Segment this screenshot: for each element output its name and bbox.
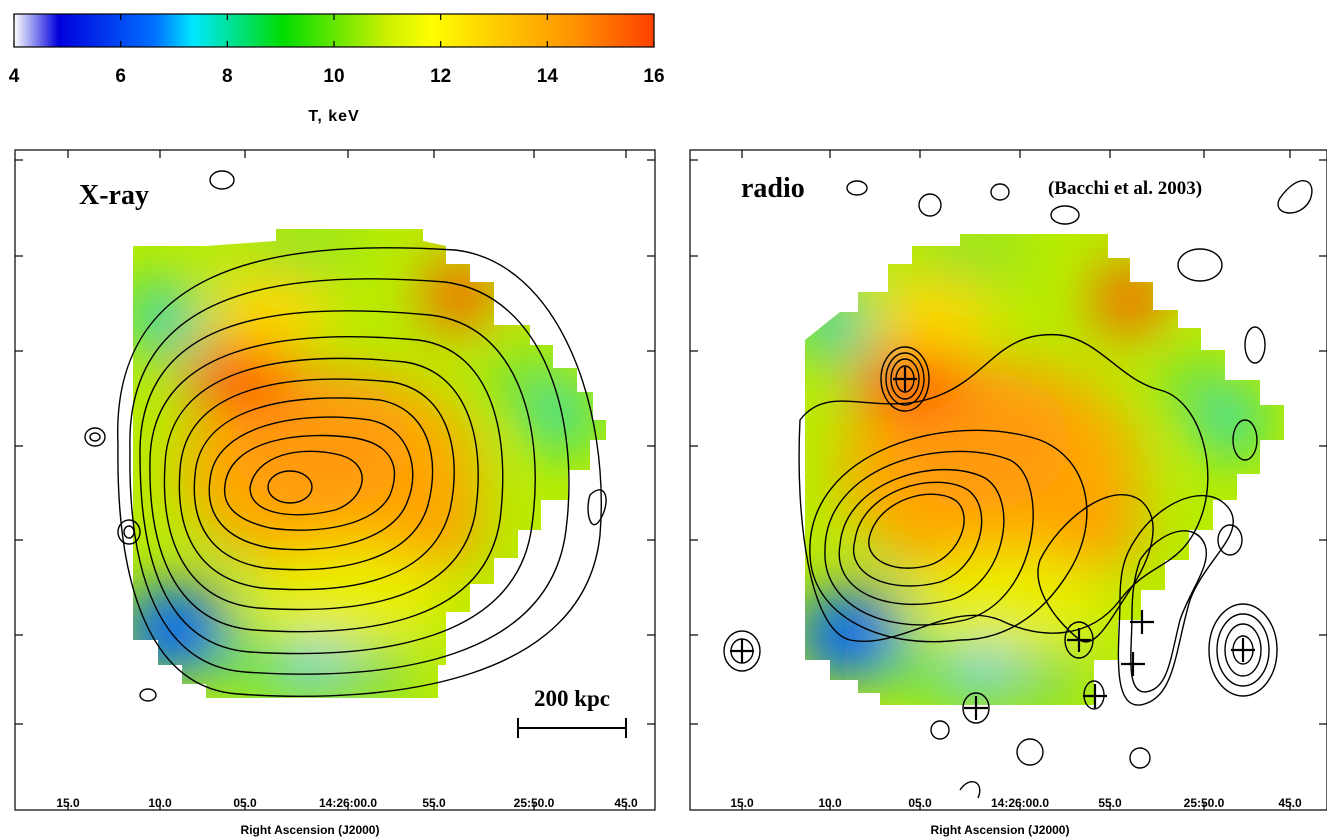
x-tick-label: 05.0	[908, 796, 932, 810]
x-tick-labels-radio: 15.0 10.0 05.0 14:26:00.0 55.0 25:50.0 45.0	[730, 796, 1302, 810]
colorbar: 4 6 8 10 12 14 16 T, keV	[9, 13, 665, 125]
radio-point-sources	[730, 367, 1255, 720]
colorbar-ticks: 4 6 8 10 12 14 16	[9, 14, 665, 87]
point-source-marker	[730, 639, 754, 663]
point-source-marker	[1231, 638, 1255, 662]
colorbar-tick-label: 16	[643, 66, 664, 87]
scale-bar: 200 kpc	[517, 686, 627, 738]
scale-bar-label: 200 kpc	[534, 686, 610, 711]
colorbar-title: T, keV	[308, 108, 359, 125]
x-axis-label-xray: Right Ascension (J2000)	[241, 823, 380, 837]
panel-radio: radio (Bacchi et al. 2003) 15.0 10.0 05.0 1…	[689, 149, 1327, 837]
panel-reference-radio: (Bacchi et al. 2003)	[1048, 178, 1202, 199]
point-source-marker	[964, 696, 988, 720]
plot-frame-radio	[689, 149, 1327, 811]
x-tick-label: 10.0	[148, 796, 172, 810]
x-tick-label: 14:26:00.0	[991, 796, 1049, 810]
x-tick-label: 10.0	[818, 796, 842, 810]
point-source-marker	[1067, 628, 1091, 652]
colorbar-tick-label: 14	[537, 66, 559, 87]
x-tick-labels-xray: 15.0 10.0 05.0 14:26:00.0 55.0 25:50.0 45.0	[56, 796, 638, 810]
colorbar-tick-label: 8	[222, 66, 233, 87]
x-tick-label: 45.0	[614, 796, 638, 810]
xray-contours	[84, 170, 607, 702]
x-tick-label: 15.0	[56, 796, 80, 810]
x-axis-label-radio: Right Ascension (J2000)	[931, 823, 1070, 837]
x-tick-label: 15.0	[730, 796, 754, 810]
radio-contours	[723, 180, 1313, 799]
panel-label-xray: X-ray	[79, 180, 149, 211]
x-tick-label: 45.0	[1278, 796, 1302, 810]
axis-ticks-xray	[15, 150, 655, 810]
colorbar-tick-label: 12	[430, 66, 451, 87]
x-tick-label: 25:50.0	[514, 796, 555, 810]
x-tick-label: 55.0	[422, 796, 446, 810]
x-tick-label: 55.0	[1098, 796, 1122, 810]
axis-ticks-radio	[690, 150, 1327, 810]
colorbar-tick-label: 4	[9, 66, 20, 87]
x-tick-label: 25:50.0	[1184, 796, 1225, 810]
colorbar-tick-label: 6	[115, 66, 126, 87]
panel-xray: X-ray 200 kpc 15.0 10.0 05.0 14:26:00.0 55.0…	[14, 149, 656, 837]
colorbar-tick-label: 10	[323, 66, 344, 87]
plot-frame-xray	[14, 149, 656, 811]
point-source-marker	[1121, 652, 1145, 676]
point-source-marker	[1083, 684, 1107, 708]
point-source-marker	[893, 367, 917, 391]
temperature-map-xray	[133, 229, 606, 698]
panel-label-radio: radio	[741, 173, 805, 204]
x-tick-label: 14:26:00.0	[319, 796, 377, 810]
point-source-marker	[1130, 610, 1154, 634]
x-tick-label: 05.0	[233, 796, 257, 810]
